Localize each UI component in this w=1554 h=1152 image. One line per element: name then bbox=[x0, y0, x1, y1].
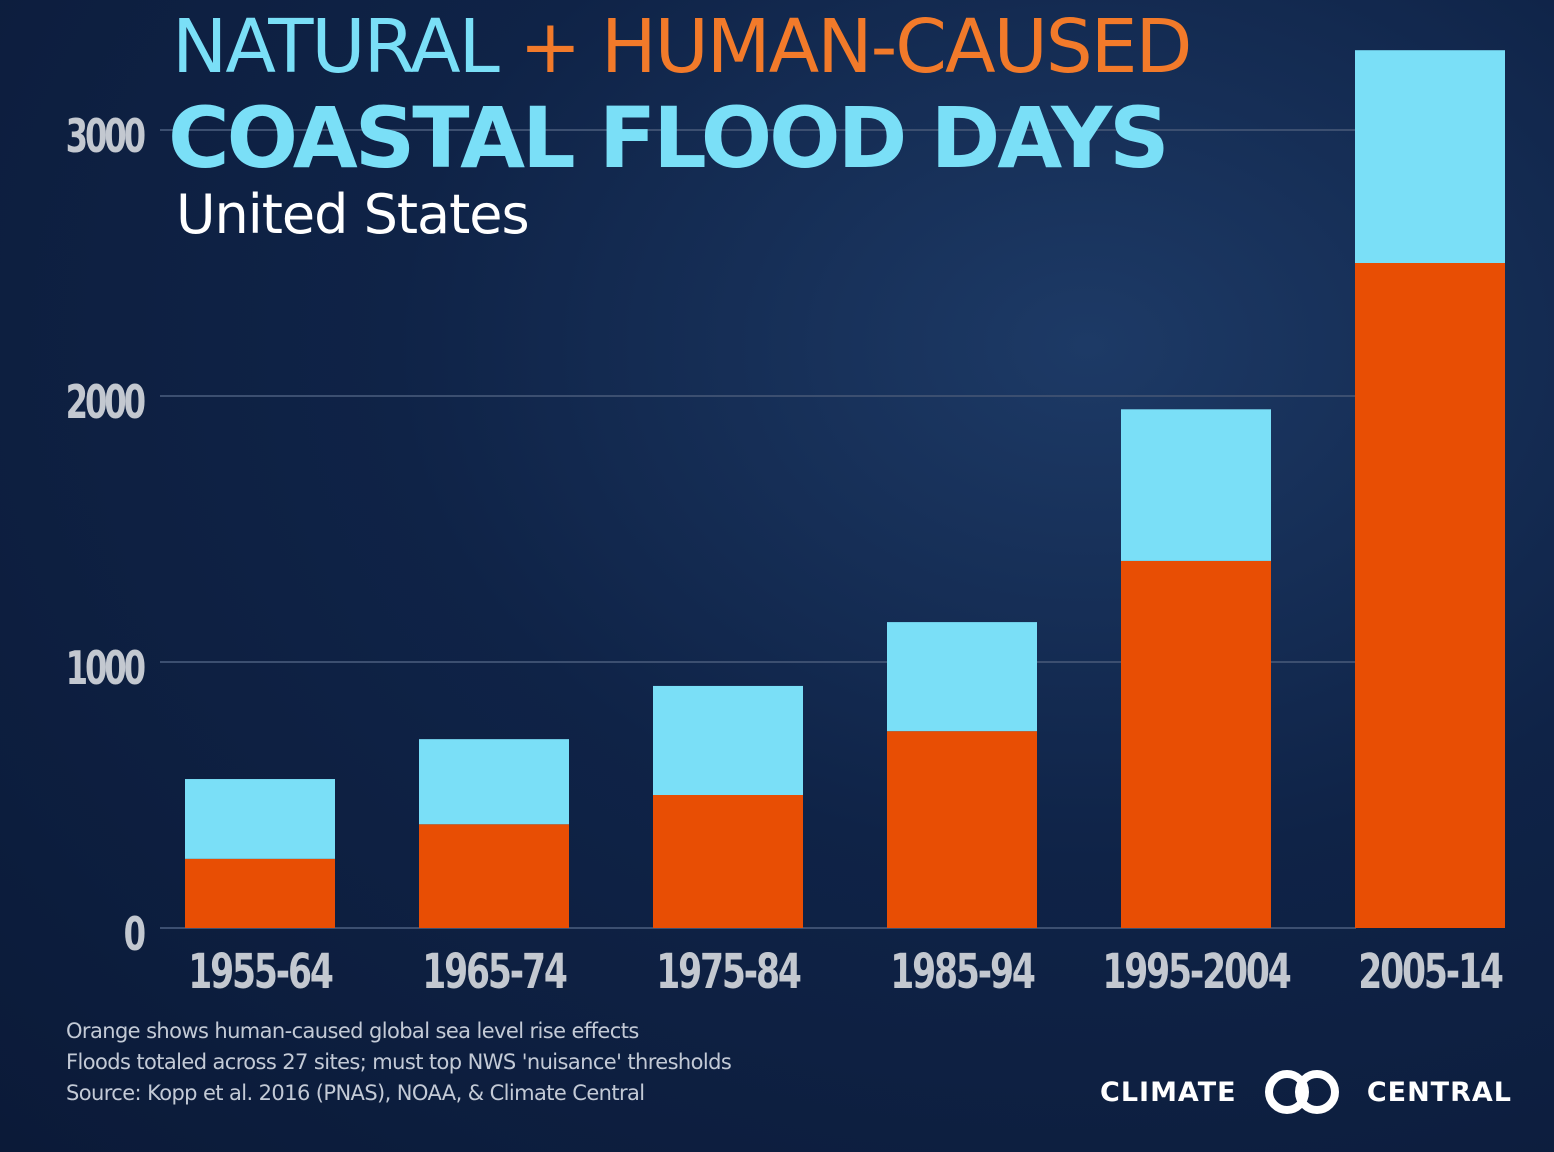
y-tick-label-2000: 2000 bbox=[66, 376, 146, 430]
y-tick-label-0: 0 bbox=[124, 908, 146, 962]
x-tick-label-1955-64: 1955-64 bbox=[188, 943, 333, 999]
interlocking-rings-icon bbox=[1264, 1070, 1339, 1114]
x-tick-label-1975-84: 1975-84 bbox=[656, 943, 801, 999]
title-natural: NATURAL bbox=[172, 4, 500, 90]
title-plus: + bbox=[519, 4, 581, 90]
title-human-caused: HUMAN-CAUSED bbox=[600, 4, 1192, 90]
bar-2005-14-natural bbox=[1355, 50, 1505, 264]
x-tick-label-1965-74: 1965-74 bbox=[422, 943, 567, 999]
footnotes: Orange shows human-caused global sea lev… bbox=[66, 1016, 732, 1109]
bar-2005-14-human-caused bbox=[1355, 263, 1505, 928]
logo-word-central: CENTRAL bbox=[1366, 1076, 1512, 1108]
bar-1955-64-natural bbox=[185, 779, 335, 859]
chart-subtitle: United States bbox=[176, 183, 530, 246]
y-tick-label-1000: 1000 bbox=[66, 642, 146, 696]
chart-title: COASTAL FLOOD DAYS bbox=[168, 89, 1170, 187]
x-tick-label-1985-94: 1985-94 bbox=[890, 943, 1035, 999]
bar-1985-94-natural bbox=[887, 622, 1037, 732]
bar-1965-74-natural bbox=[419, 739, 569, 825]
bar-1995-2004-human-caused bbox=[1121, 560, 1271, 928]
footnote-1: Orange shows human-caused global sea lev… bbox=[66, 1019, 639, 1043]
bar-1965-74-human-caused bbox=[419, 824, 569, 928]
climate-central-logo: CLIMATE CENTRAL bbox=[1100, 1068, 1512, 1116]
logo-word-climate: CLIMATE bbox=[1100, 1076, 1237, 1108]
bar-1955-64-human-caused bbox=[185, 858, 335, 928]
bars bbox=[185, 50, 1505, 928]
footnote-3: Source: Kopp et al. 2016 (PNAS), NOAA, &… bbox=[66, 1081, 645, 1105]
chart-title-line1: NATURAL + HUMAN-CAUSED bbox=[172, 10, 1192, 84]
footnote-2: Floods totaled across 27 sites; must top… bbox=[66, 1050, 732, 1074]
bar-1975-84-natural bbox=[653, 685, 803, 795]
x-tick-label-2005-14: 2005-14 bbox=[1358, 943, 1503, 999]
y-axis-ticks: 0 1000 2000 3000 bbox=[66, 110, 149, 962]
bar-1975-84-human-caused bbox=[653, 795, 803, 928]
x-tick-label-1995-2004: 1995-2004 bbox=[1102, 943, 1290, 999]
y-tick-label-3000: 3000 bbox=[66, 110, 146, 164]
bar-1985-94-human-caused bbox=[887, 731, 1037, 928]
bar-1995-2004-natural bbox=[1121, 409, 1271, 561]
x-axis-ticks: 1955-64 1965-74 1975-84 1985-94 1995-2004 200… bbox=[188, 943, 1505, 999]
